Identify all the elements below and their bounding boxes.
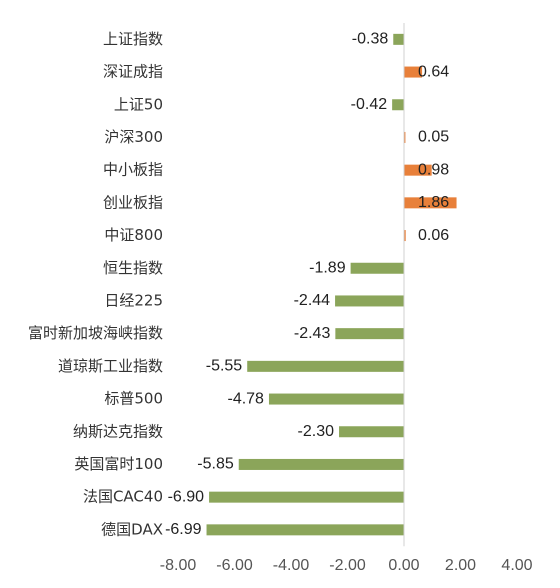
x-axis-ticks: -8.00 -6.00 -4.00 -2.00 0.00 2.00 4.00 [160,557,533,574]
value-label: -1.89 [309,259,346,276]
x-tick-label: 2.00 [445,557,476,574]
bar [404,66,423,78]
bar [392,99,404,111]
category-label: 上证指数 [103,30,163,48]
bar [209,491,404,503]
x-tick-label: -2.00 [329,557,366,574]
value-label: -4.78 [227,390,264,407]
category-label: 道琼斯工业指数 [58,357,163,375]
category-label: 深证成指 [103,63,163,81]
category-label: 标普500 [104,390,163,408]
value-label: 0.05 [418,129,449,146]
value-labels: -0.38 0.64 -0.42 0.05 0.98 1.86 0.06 -1.89 -2.44… [165,31,449,539]
bar [238,458,404,470]
bar [268,393,404,405]
value-label: -6.90 [168,488,205,505]
value-label: 0.64 [418,63,449,80]
category-label: 法国CAC40 [83,488,163,506]
bar [335,328,404,340]
bar [206,524,404,536]
x-tick-label: 4.00 [501,557,532,574]
value-label: -0.42 [351,96,388,113]
bar [339,426,404,438]
value-label: -2.44 [294,292,331,309]
category-label: 德国DAX [101,520,163,538]
bars-group [206,33,457,536]
bar [404,230,406,242]
category-label: 中证800 [104,226,163,244]
category-label: 英国富时100 [74,455,163,473]
category-label: 上证50 [114,95,163,113]
bar [393,33,404,45]
x-tick-label: -4.00 [273,557,310,574]
category-label: 恒生指数 [103,259,163,277]
category-label: 创业板指 [103,193,163,211]
x-tick-label: 0.00 [388,557,419,574]
bar [404,131,406,143]
bar [247,360,404,372]
value-label: 0.98 [418,161,449,178]
value-label: -5.55 [206,358,243,375]
value-label: 0.06 [418,227,449,244]
bar [350,262,404,274]
x-tick-label: -8.00 [160,557,197,574]
category-label: 日经225 [104,291,163,309]
value-label: -5.85 [197,456,234,473]
category-label: 纳斯达克指数 [73,422,163,440]
bar [335,295,404,307]
category-label: 中小板指 [103,161,163,179]
bar [404,164,432,176]
x-tick-label: -6.00 [216,557,253,574]
value-label: -6.99 [165,521,202,538]
value-label: -2.43 [294,325,331,342]
value-label: 1.86 [418,194,449,211]
bar [404,197,457,209]
category-label: 富时新加坡海峡指数 [28,324,163,342]
category-label: 沪深300 [104,128,163,146]
value-label: -0.38 [352,31,389,48]
value-label: -2.30 [298,423,335,440]
